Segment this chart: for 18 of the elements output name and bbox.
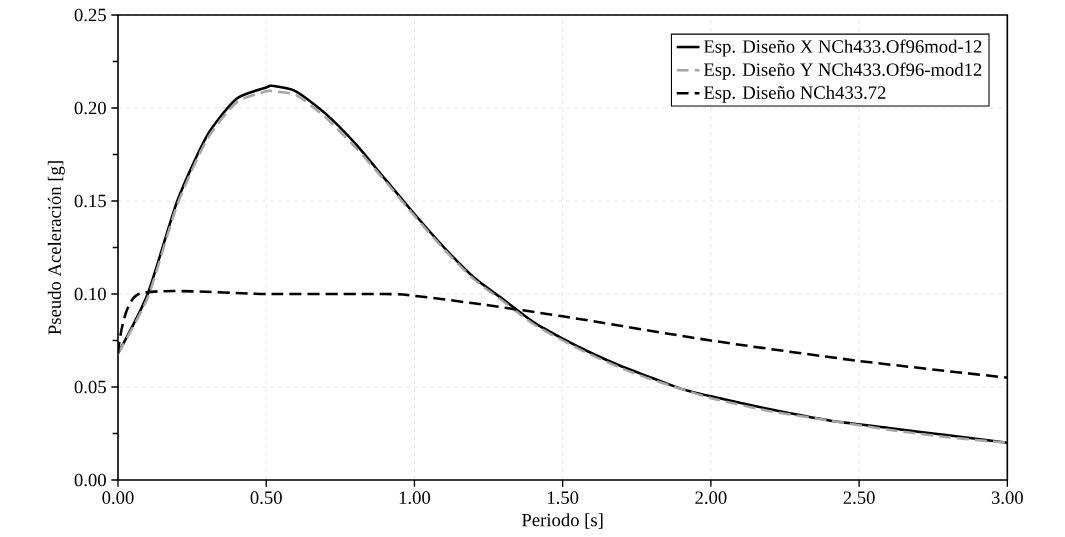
x-tick-label: 1.00 <box>399 491 431 505</box>
y-tick-label: 0.00 <box>74 473 106 487</box>
legend-label: Esp. Diseño Y NCh433.Of96-mod12 <box>703 62 982 80</box>
legend-label: Esp. Diseño NCh433.72 <box>703 85 886 103</box>
legend-label: Esp. Diseño X NCh433.Of96mod-12 <box>703 39 982 57</box>
y-tick-label: 0.20 <box>74 101 106 115</box>
x-axis-title: Periodo [s] <box>521 513 603 529</box>
y-tick-label: 0.10 <box>74 287 106 301</box>
x-tick-label: 2.00 <box>695 491 727 505</box>
y-tick-label: 0.15 <box>74 194 106 208</box>
y-tick-label: 0.25 <box>74 8 106 22</box>
x-tick-label: 0.50 <box>250 491 282 505</box>
x-tick-label: 3.00 <box>991 491 1023 505</box>
y-axis-title: Pseudo Aceleración [g] <box>47 161 65 335</box>
x-tick-label: 2.50 <box>843 491 875 505</box>
x-tick-label: 1.50 <box>547 491 579 505</box>
x-tick-label: 0.00 <box>102 491 134 505</box>
y-tick-label: 0.05 <box>74 380 106 394</box>
